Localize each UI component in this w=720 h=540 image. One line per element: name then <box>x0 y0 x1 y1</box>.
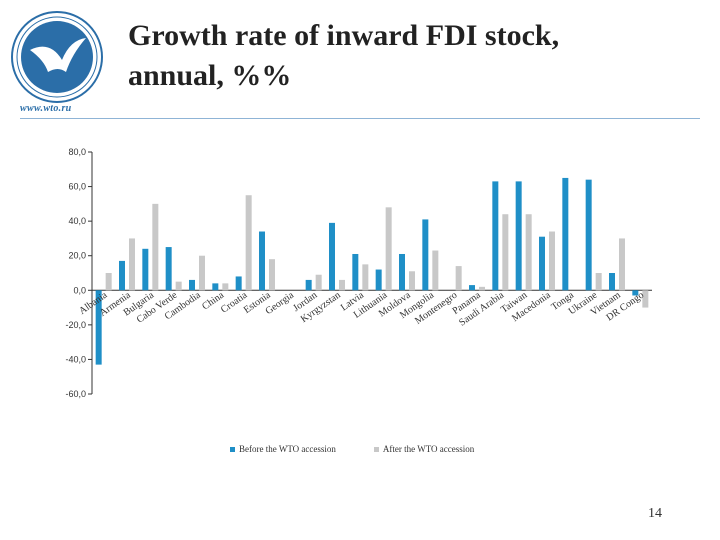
bar-after-wto <box>432 250 439 291</box>
y-tick-label: 0,0 <box>73 285 86 295</box>
y-tick-label: 60,0 <box>68 182 86 192</box>
bar-after-wto <box>315 274 322 291</box>
y-tick-label: -20,0 <box>65 320 86 330</box>
legend-item-before: Before the WTO accession <box>230 444 336 454</box>
bar-after-wto <box>619 238 625 291</box>
chart-legend: Before the WTO accession After the WTO a… <box>230 444 474 454</box>
y-tick-label: 80,0 <box>68 147 86 157</box>
y-tick-label: -40,0 <box>65 354 86 364</box>
y-tick-label: 40,0 <box>68 216 86 226</box>
legend-label-before: Before the WTO accession <box>239 444 336 454</box>
bar-before-wto <box>235 276 242 291</box>
legend-swatch-before <box>230 446 235 452</box>
page-number: 14 <box>648 506 662 521</box>
legend-item-after: After the WTO accession <box>373 444 475 454</box>
title-line-1: Growth rate of inward FDI stock, <box>128 19 560 52</box>
bar-after-wto <box>175 281 182 291</box>
wto-logo <box>11 11 103 103</box>
bar-before-wto <box>399 253 405 291</box>
bar-after-wto <box>199 255 205 291</box>
bar-after-wto <box>455 266 462 291</box>
bar-before-wto <box>585 179 592 291</box>
bar-after-wto <box>525 214 532 291</box>
bar-after-wto <box>479 286 485 291</box>
bar-after-wto <box>409 271 415 291</box>
bar-after-wto <box>339 279 345 291</box>
bar-before-wto <box>492 181 499 291</box>
bar-before-wto <box>539 236 545 291</box>
y-tick-label: 20,0 <box>68 251 86 261</box>
legend-swatch-after <box>373 446 379 452</box>
bar-after-wto <box>642 290 649 308</box>
y-tick-label: -60,0 <box>65 389 86 399</box>
bar-after-wto <box>362 264 369 291</box>
bar-before-wto <box>329 222 335 291</box>
bar-before-wto <box>165 247 172 291</box>
title-line-2: annual, %% <box>128 59 292 92</box>
bar-after-wto <box>105 273 112 291</box>
bar-after-wto <box>385 207 392 291</box>
bar-after-wto <box>595 273 602 291</box>
bar-before-wto <box>259 231 265 291</box>
bar-before-wto <box>515 181 522 291</box>
bar-after-wto <box>222 283 229 291</box>
bar-after-wto <box>549 231 555 291</box>
bar-before-wto <box>189 279 195 291</box>
bar-before-wto <box>119 260 125 291</box>
bar-after-wto <box>152 203 159 291</box>
bar-after-wto <box>129 238 135 291</box>
title-divider <box>20 118 700 119</box>
bar-before-wto <box>352 253 359 291</box>
bar-after-wto <box>502 214 509 291</box>
bar-before-wto <box>609 273 615 291</box>
bar-before-wto <box>562 177 569 291</box>
bar-after-wto <box>245 195 252 291</box>
bar-before-wto <box>212 283 219 291</box>
bar-before-wto <box>305 279 312 291</box>
bar-after-wto <box>269 259 275 291</box>
bar-before-wto <box>142 248 149 291</box>
legend-label-after: After the WTO accession <box>382 444 475 454</box>
bar-before-wto <box>95 290 102 365</box>
site-url[interactable]: www.wto.ru <box>20 103 72 114</box>
bar-before-wto <box>422 219 429 291</box>
bar-before-wto <box>375 269 382 291</box>
bar-before-wto <box>469 285 475 291</box>
bar-before-wto <box>632 290 639 296</box>
page-title: Growth rate of inward FDI stock, annual,… <box>128 16 688 96</box>
